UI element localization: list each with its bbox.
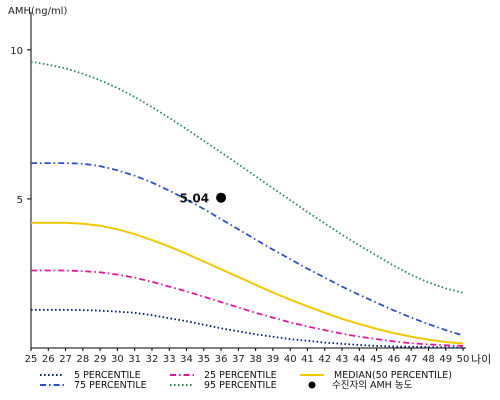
x-tick-label: 37 bbox=[232, 354, 245, 365]
x-tick-label: 44 bbox=[353, 354, 366, 365]
legend-label: MEDIAN(50 PERCENTILE) bbox=[334, 370, 452, 381]
legend-swatch bbox=[308, 381, 316, 389]
x-tick-label: 28 bbox=[76, 354, 89, 365]
x-tick-label: 27 bbox=[59, 354, 72, 365]
x-tick-label: 32 bbox=[146, 354, 159, 365]
y-tick-label: 10 bbox=[10, 46, 23, 57]
x-tick-label: 31 bbox=[128, 354, 141, 365]
x-tick-label: 42 bbox=[318, 354, 331, 365]
series-line-5-percentile bbox=[31, 308, 464, 349]
x-tick-label: 40 bbox=[284, 354, 297, 365]
legend: 5 PERCENTILE 25 PERCENTILE MEDIAN(50 PERCE… bbox=[40, 370, 452, 391]
x-tick-label: 41 bbox=[301, 354, 314, 365]
x-tick-label: 38 bbox=[249, 354, 262, 365]
legend-label: 75 PERCENTILE bbox=[74, 380, 147, 391]
patient-amh-value-label: 5.04 bbox=[179, 192, 209, 206]
series-line-median-50-percentile- bbox=[31, 221, 464, 345]
x-tick-label: 39 bbox=[267, 354, 280, 365]
patient-point: 5.04 bbox=[179, 192, 227, 206]
y-axis-label: AMH(ng/ml) bbox=[8, 6, 67, 17]
x-tick-label: 35 bbox=[197, 354, 210, 365]
x-axis-ticks: 25 26 27 28 29 30 31 32 33 34 35 36 37 38 39 40 41 42 43 44… bbox=[25, 348, 470, 365]
x-tick-label: 33 bbox=[163, 354, 176, 365]
x-tick-label: 49 bbox=[439, 354, 452, 365]
x-tick-label: 43 bbox=[336, 354, 349, 365]
plot-area bbox=[30, 12, 466, 349]
x-axis-label: 나이 bbox=[471, 353, 491, 366]
x-tick-label: 46 bbox=[388, 354, 401, 365]
x-tick-label: 45 bbox=[370, 354, 383, 365]
x-tick-label: 26 bbox=[42, 354, 55, 365]
x-tick-label: 29 bbox=[94, 354, 107, 365]
x-tick-label: 25 bbox=[25, 354, 38, 365]
legend-label: 25 PERCENTILE bbox=[204, 370, 277, 381]
x-tick-label: 50 bbox=[457, 354, 470, 365]
legend-label: 5 PERCENTILE bbox=[74, 370, 141, 381]
legend-label: 95 PERCENTILE bbox=[204, 380, 277, 391]
x-tick-label: 36 bbox=[215, 354, 228, 365]
x-tick-label: 30 bbox=[111, 354, 124, 365]
x-tick-label: 47 bbox=[405, 354, 418, 365]
y-tick-label: 5 bbox=[17, 195, 23, 206]
series-line-75-percentile bbox=[31, 162, 464, 337]
patient-amh-point bbox=[216, 192, 227, 203]
legend-label: 수진자의 AMH 농도 bbox=[332, 380, 413, 391]
y-axis-ticks: 5 10 bbox=[10, 46, 31, 206]
series-line-25-percentile bbox=[31, 269, 464, 347]
x-tick-label: 48 bbox=[422, 354, 435, 365]
x-tick-label: 34 bbox=[180, 354, 193, 365]
series-lines bbox=[30, 60, 464, 349]
series-line-95-percentile bbox=[30, 60, 464, 294]
